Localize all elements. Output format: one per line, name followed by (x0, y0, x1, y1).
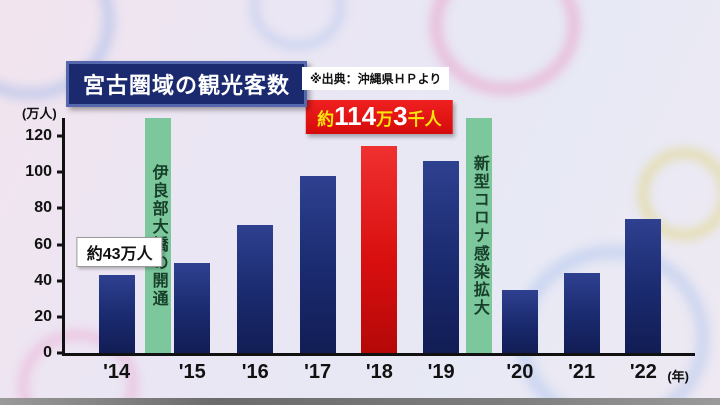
y-axis-unit-label: (万人) (22, 106, 57, 121)
y-tick-mark (57, 315, 65, 319)
x-axis-label: '17 (304, 361, 332, 383)
callout-2018-peak-value: 約 114 万 3 千人 (306, 100, 453, 135)
decor-ring-blue (250, 0, 345, 50)
y-tick-mark (57, 351, 65, 355)
bar-14 (98, 275, 135, 353)
x-axis-label: '19 (427, 361, 455, 383)
decor-ring-yellow (638, 148, 720, 240)
bottom-frame-strip (0, 398, 720, 405)
bar-21 (563, 273, 600, 353)
bar-15 (174, 262, 211, 353)
bar-22 (625, 219, 662, 353)
peak-unit-1: 万 (376, 110, 394, 130)
x-axis-label: '15 (178, 361, 206, 383)
peak-prefix: 約 (317, 110, 335, 130)
event-band: 新型コロナ感染拡大 (465, 118, 492, 353)
bar-highlight-18 (361, 146, 398, 353)
y-axis-tick-label: 60 (34, 235, 52, 253)
x-axis-label: '18 (365, 361, 393, 383)
plot-area: (年) 約43万人 約 114 万 3 千人 0 20 40 60 80 100 120 伊良… (25, 100, 695, 384)
y-axis-tick-label: 100 (25, 163, 52, 181)
y-tick-mark (57, 170, 65, 174)
event-label: 伊良部大橋の開通 (149, 163, 167, 308)
x-axis-label: '20 (506, 361, 534, 383)
y-axis-tick-label: 40 (34, 271, 52, 289)
bar-17 (299, 175, 336, 353)
x-axis-label: '21 (568, 361, 596, 383)
peak-unit-2: 千人 (407, 110, 442, 130)
peak-number-1: 114 (334, 101, 377, 132)
x-axis-label: '16 (241, 361, 269, 383)
y-tick-mark (57, 206, 65, 210)
y-axis-tick-label: 20 (34, 307, 52, 325)
bar-19 (423, 161, 460, 353)
y-tick-mark (57, 279, 65, 283)
y-axis-tick-label: 80 (34, 199, 52, 217)
event-label: 新型コロナ感染拡大 (470, 154, 488, 317)
peak-number-2: 3 (393, 101, 408, 132)
x-axis-label: '14 (103, 361, 131, 383)
y-tick-mark (57, 243, 65, 247)
chart-title: 宮古圏域の観光客数 (66, 61, 308, 107)
bar-16 (237, 224, 274, 353)
y-tick-mark (57, 134, 65, 138)
x-axis-label: '22 (629, 361, 657, 383)
event-band: 伊良部大橋の開通 (144, 118, 171, 353)
callout-2014-value: 約43万人 (76, 237, 163, 268)
source-note: ※出典：沖縄県ＨＰより (302, 67, 450, 90)
y-axis-tick-label: 120 (25, 127, 52, 145)
decor-ring-pink (430, 0, 580, 95)
x-axis-unit-label: (年) (667, 369, 689, 384)
bar-20 (501, 289, 538, 353)
decor-ring-pink (18, 330, 138, 405)
y-axis-tick-label: 0 (43, 344, 52, 361)
